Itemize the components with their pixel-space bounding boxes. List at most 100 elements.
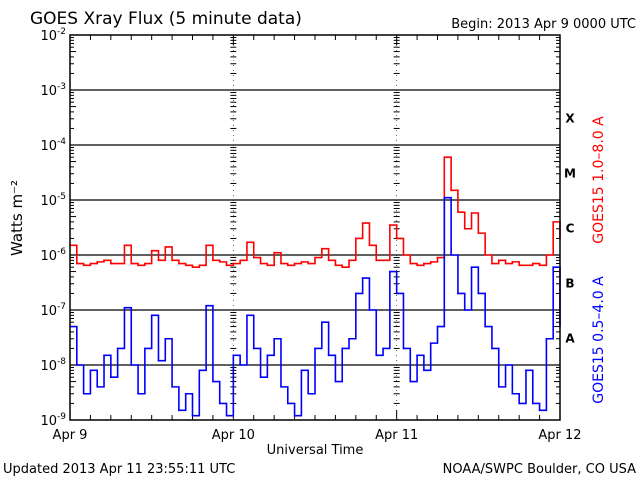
data-point [457,292,459,295]
data-point [225,264,228,267]
data-point [477,232,480,234]
data-point [123,244,126,247]
data-point [395,237,398,240]
series-group [69,156,561,417]
data-point [82,392,85,395]
x-tick-labels: Apr 9 Apr 10 Apr 11 Apr 12 [53,428,582,443]
data-point [157,359,160,362]
data-point [504,262,507,265]
series-line-long-channel [70,156,561,269]
y-tick-label: 10-7 [40,302,66,319]
data-point [497,259,500,262]
y-tick-exponent: -5 [57,192,66,202]
data-point [273,337,275,340]
data-point [218,402,221,405]
data-point [232,354,235,357]
legend-long-channel: GOES15 1.0–8.0 A [591,116,607,244]
data-point [321,247,323,250]
data-point [355,292,357,295]
data-point [334,380,337,383]
y-tick-label: 10-2 [40,27,66,44]
data-point [164,246,167,248]
series-line-short-channel [70,196,561,417]
y-tick-base: 10 [40,414,57,429]
data-point [205,244,207,247]
data-point [409,380,412,383]
data-point [273,251,275,254]
y-tick-exponent: -9 [57,412,66,422]
data-point [205,304,207,307]
x-axis-label: Universal Time [267,443,364,458]
data-point [327,259,330,262]
y-tick-label: 10-6 [40,247,66,264]
data-point [368,244,371,247]
flare-class-M: M [564,167,576,181]
x-tick-label: Apr 11 [375,428,418,443]
data-point [361,277,364,279]
y-tick-labels: 10-210-310-410-510-610-710-810-9 [40,27,66,429]
data-point [552,266,554,269]
y-tick-base: 10 [40,29,57,44]
data-point [218,261,221,263]
data-point [252,256,255,259]
begin-time: Begin: 2013 Apr 9 0000 UTC [451,17,636,32]
data-point [504,364,507,366]
y-axis-label: Watts m⁻² [8,180,26,256]
data-point [423,369,425,372]
data-point [341,266,344,269]
y-tick-exponent: -4 [57,137,66,147]
data-point [355,237,357,240]
y-tick-exponent: -6 [57,247,66,257]
data-point [518,264,520,267]
data-point [348,259,350,262]
data-point [130,364,133,366]
data-point [137,264,139,267]
data-point [307,262,309,265]
data-point [470,212,473,214]
flare-class-X: X [565,112,575,126]
data-point [484,325,486,328]
data-point [198,369,201,372]
x-tick-label: Apr 10 [212,428,255,443]
data-point [416,264,418,267]
data-point [191,414,194,417]
source-credit: NOAA/SWPC Boulder, CO USA [443,462,636,477]
flare-class-B: B [565,277,574,291]
data-point [212,259,214,262]
data-point [552,221,554,223]
data-point [280,262,282,265]
data-point [429,342,432,344]
data-point [429,261,432,263]
data-point [511,261,514,263]
data-point [184,392,187,395]
data-point [239,364,241,366]
data-point [76,364,78,366]
data-point [436,256,439,259]
data-point [531,262,534,265]
legend-short-channel: GOES15 0.5–4.0 A [591,276,607,404]
data-point [525,369,527,372]
data-point [382,347,384,350]
data-point [266,354,269,357]
data-point [178,262,180,265]
chart-title: GOES Xray Flux (5 minute data) [30,9,302,29]
flare-class-C: C [566,222,575,236]
data-point [402,254,405,256]
y-tick-base: 10 [40,249,57,264]
data-point [314,347,316,350]
data-point [382,259,384,262]
y-tick-label: 10-9 [40,412,66,429]
data-point [293,414,296,417]
data-point [82,264,85,267]
data-point [150,314,153,317]
data-point [246,241,248,244]
data-point [232,262,235,265]
data-point [402,347,405,350]
data-point [389,224,391,226]
data-point [293,262,296,265]
data-point [130,262,133,265]
data-point [198,264,201,267]
data-point [457,211,459,214]
data-point [144,347,146,350]
data-point [443,196,446,199]
